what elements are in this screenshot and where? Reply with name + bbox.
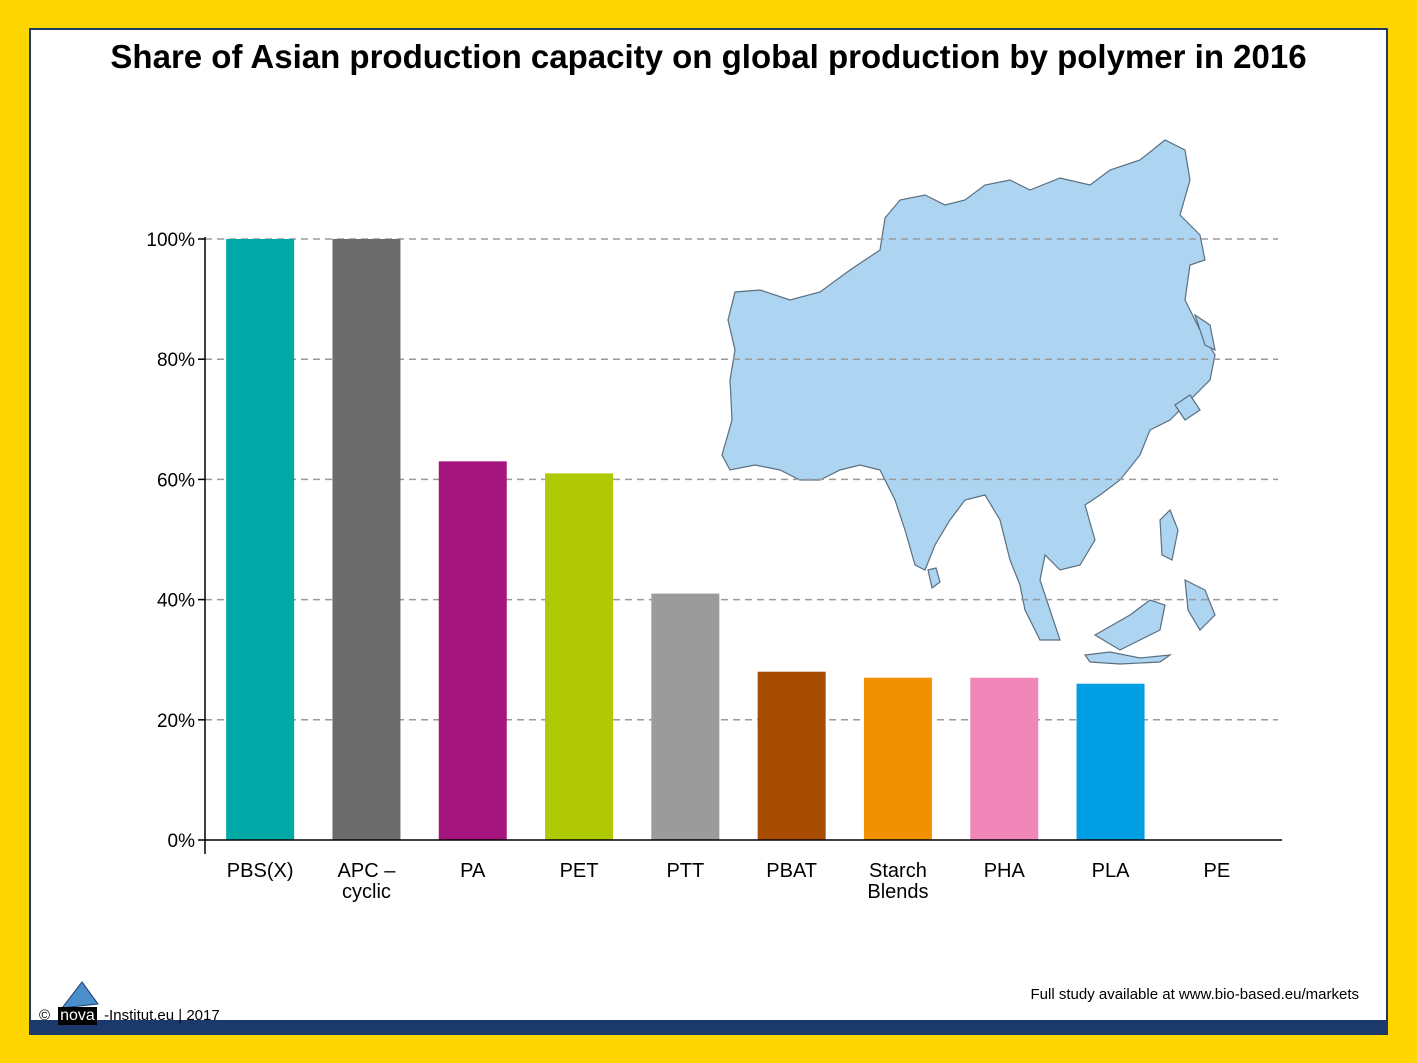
bar [332, 239, 401, 840]
sail-icon [60, 981, 99, 1009]
study-note: Full study available at www.bio-based.eu… [1030, 986, 1360, 1003]
bar [863, 677, 932, 840]
asia-map-icon [721, 139, 1216, 665]
x-tick-label: PHA [984, 860, 1026, 882]
nova-logo: nova [52, 981, 104, 1025]
x-tick-label: Starch [869, 860, 927, 882]
footer-credit: © nova -Institut.eu | 2017 [39, 981, 220, 1025]
x-tick-label: PBAT [766, 860, 817, 882]
bar [1076, 683, 1145, 840]
x-tick-label: cyclic [342, 881, 391, 903]
x-tick-label: APC – [338, 860, 397, 882]
footer-bar [29, 1020, 1388, 1035]
x-tick-label: PE [1204, 860, 1231, 882]
x-tick-label: Blends [867, 881, 928, 903]
x-tick-label: PA [460, 860, 486, 882]
x-tick-label: PET [560, 860, 599, 882]
y-tick-label: 60% [157, 470, 195, 491]
x-tick-label: PBS(X) [227, 860, 294, 882]
institute-text: -Institut.eu | 2017 [104, 1007, 220, 1024]
y-tick-label: 80% [157, 350, 195, 371]
y-tick-label: 20% [157, 711, 195, 732]
y-tick-label: 100% [146, 230, 195, 251]
bar [757, 671, 826, 840]
chart-axes: 0% 20% 40% 60% 80% 100% PBS(X) APC –cyclic PA PET… [146, 230, 1282, 903]
y-tick-label: 40% [157, 591, 195, 612]
bar [970, 677, 1039, 840]
copyright-symbol: © [39, 1007, 51, 1024]
x-tick-label: PLA [1092, 860, 1130, 882]
y-tick-label: 0% [168, 831, 196, 852]
bar [226, 239, 295, 840]
logo-text: nova [58, 1007, 97, 1025]
bar [438, 461, 507, 840]
x-tick-label: PTT [666, 860, 704, 882]
bar [545, 473, 614, 840]
chart-title: Share of Asian production capacity on gl… [110, 38, 1307, 75]
chart-bars [226, 239, 1145, 840]
bar [651, 593, 720, 840]
